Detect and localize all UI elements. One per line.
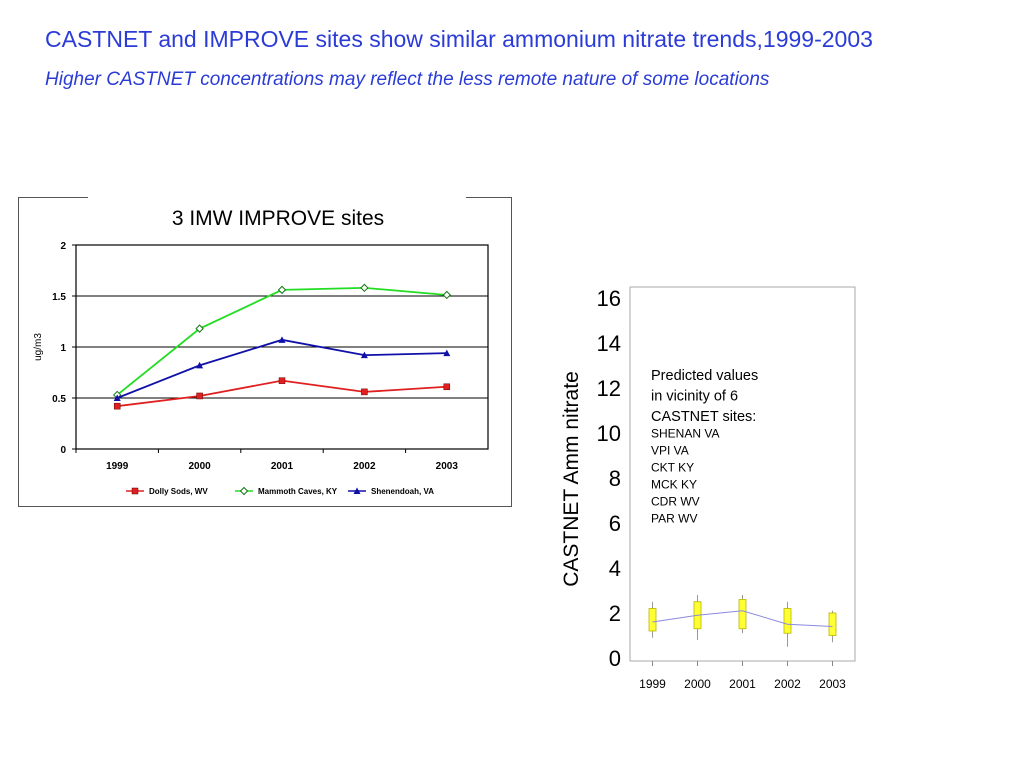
data-point — [360, 283, 369, 293]
frame-gap — [88, 197, 466, 200]
improve-line-chart: 3 IMW IMPROVE sites 0 0.5 1 1.5 2 1999 2000 2001… — [18, 197, 512, 507]
data-point — [195, 324, 204, 333]
annotation-site: PAR WV — [651, 512, 697, 526]
x-tick-label: 1999 — [639, 677, 666, 691]
y-axis-label: CASTNET Amm nitrate — [560, 371, 583, 587]
data-point — [278, 336, 286, 343]
data-point — [360, 351, 368, 359]
data-point — [443, 383, 451, 391]
data-point — [361, 388, 368, 396]
y-tick-label: 0 — [60, 445, 66, 456]
box-body — [783, 608, 792, 634]
annotation-line: CASTNET sites: — [651, 409, 756, 425]
x-tick-label: 2000 — [188, 461, 211, 472]
y-tick-label: 14 — [597, 331, 621, 356]
y-tick-label: 6 — [609, 511, 621, 536]
annotation-site: CKT KY — [651, 461, 694, 475]
x-tick-label: 2003 — [436, 461, 459, 472]
y-tick-label: 12 — [597, 376, 621, 401]
slide-subtitle: Higher CASTNET concentrations may reflec… — [45, 69, 770, 90]
x-tick-label: 2000 — [684, 677, 711, 691]
data-point — [113, 394, 121, 401]
x-tick-label: 2001 — [271, 461, 294, 472]
y-tick-label: 2 — [609, 601, 621, 626]
box-body — [648, 608, 657, 632]
data-point — [278, 377, 286, 384]
annotation-site: VPI VA — [651, 444, 689, 458]
data-point — [196, 361, 204, 369]
annotation-line: Predicted values — [651, 368, 758, 384]
y-tick-label: 0.5 — [52, 394, 66, 405]
x-tick-label: 2002 — [774, 677, 801, 691]
legend-label: Mammoth Caves, KY — [258, 487, 338, 496]
x-tick-label: 2001 — [729, 677, 756, 691]
legend-marker — [131, 487, 139, 495]
annotation-site: CDR WV — [651, 495, 700, 509]
data-point — [442, 290, 452, 300]
legend-marker — [239, 486, 249, 496]
y-tick-label: 1.5 — [52, 292, 66, 303]
x-tick-label: 2002 — [353, 461, 376, 472]
castnet-box-chart: 0 2 4 6 8 10 12 14 16 1999 2000 2001 2002 2003 CASTNET… — [560, 286, 856, 691]
data-point — [113, 402, 121, 410]
x-tick-label: 1999 — [106, 461, 129, 472]
annotation-site: SHENAN VA — [651, 427, 719, 441]
annotation-site: MCK KY — [651, 478, 697, 492]
annotation-line: in vicinity of 6 — [651, 389, 738, 405]
legend-marker — [353, 487, 361, 494]
data-point — [277, 285, 287, 295]
legend-label: Dolly Sods, WV — [149, 487, 208, 496]
y-tick-label: 4 — [609, 556, 621, 581]
median-trend-line — [652, 610, 833, 627]
y-tick-label: 1 — [60, 343, 66, 354]
y-tick-label: 10 — [597, 421, 621, 446]
y-axis-label: ug/m3 — [33, 333, 44, 361]
y-tick-label: 0 — [609, 646, 621, 671]
data-point — [443, 349, 451, 357]
box-body — [828, 612, 837, 636]
legend-label: Shenendoah, VA — [371, 487, 434, 496]
chart-title: 3 IMW IMPROVE sites — [172, 207, 384, 230]
slide-title: CASTNET and IMPROVE sites show similar a… — [45, 26, 873, 52]
y-tick-label: 2 — [60, 241, 66, 252]
x-tick-label: 2003 — [819, 677, 846, 691]
y-tick-label: 16 — [597, 286, 621, 311]
y-tick-label: 8 — [609, 466, 621, 491]
box-body — [738, 599, 747, 630]
data-point — [196, 392, 203, 400]
